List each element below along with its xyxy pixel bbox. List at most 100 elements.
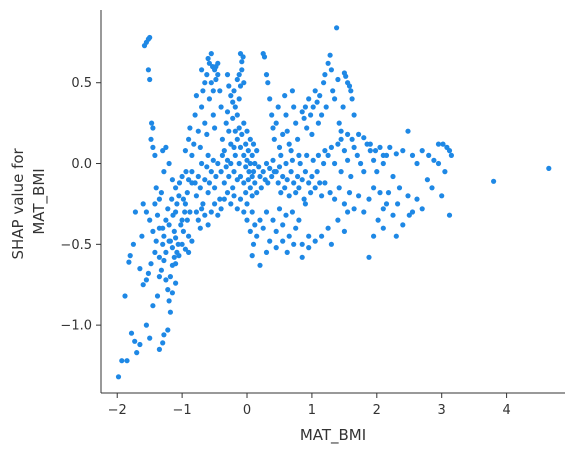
data-point-166 <box>218 169 224 175</box>
data-point-94 <box>169 245 175 251</box>
data-point-273 <box>306 233 312 239</box>
data-point-204 <box>237 83 244 89</box>
data-point-454 <box>383 201 390 207</box>
data-point-429 <box>414 160 420 167</box>
data-point-376 <box>322 148 328 154</box>
data-point-202 <box>234 112 240 118</box>
data-point-162 <box>212 185 218 191</box>
data-point-129 <box>218 104 224 110</box>
data-point-14 <box>169 290 175 296</box>
data-point-368 <box>309 173 315 180</box>
data-point-280 <box>291 241 297 247</box>
data-point-373 <box>317 180 323 186</box>
data-point-189 <box>221 196 227 202</box>
data-point-261 <box>267 238 273 244</box>
data-point-138 <box>205 55 211 62</box>
data-point-268 <box>289 209 295 215</box>
data-point-109 <box>186 136 192 142</box>
data-point-147 <box>210 88 216 94</box>
data-point-357 <box>291 180 297 186</box>
data-point-157 <box>204 164 210 170</box>
data-point-239 <box>252 180 258 186</box>
data-point-9 <box>156 346 162 352</box>
data-point-200 <box>231 88 237 94</box>
data-point-86 <box>179 173 185 180</box>
data-point-38 <box>171 254 177 260</box>
data-point-16 <box>122 293 128 299</box>
data-point-222 <box>249 152 255 158</box>
x-tick-label-2: 0 <box>243 403 251 418</box>
data-point-255 <box>250 241 257 247</box>
data-point-346 <box>273 169 279 175</box>
data-point-386 <box>354 152 360 158</box>
data-point-362 <box>299 177 305 183</box>
data-point-438 <box>442 169 448 175</box>
data-point-185 <box>208 209 214 215</box>
data-point-271 <box>299 241 305 247</box>
data-point-217 <box>241 120 247 126</box>
data-point-203 <box>236 96 242 102</box>
data-point-152 <box>195 173 201 180</box>
data-point-65 <box>186 233 192 239</box>
data-point-44 <box>147 34 153 41</box>
data-point-249 <box>269 173 275 180</box>
data-point-246 <box>263 160 270 167</box>
data-point-140 <box>208 51 214 57</box>
data-point-413 <box>405 193 411 199</box>
data-point-225 <box>254 148 260 154</box>
data-point-101 <box>160 241 166 247</box>
data-point-433 <box>435 141 442 147</box>
data-point-35 <box>166 298 172 304</box>
data-point-304 <box>283 112 289 118</box>
x-tick-label-4: 2 <box>373 403 381 418</box>
data-point-96 <box>176 253 182 259</box>
data-point-118 <box>200 88 206 94</box>
data-point-148 <box>199 67 205 73</box>
data-point-385 <box>351 144 357 150</box>
data-point-88 <box>182 209 188 215</box>
data-point-100 <box>189 238 195 244</box>
data-point-253 <box>247 228 253 234</box>
data-point-62 <box>180 228 186 234</box>
data-point-427 <box>405 128 411 134</box>
data-point-30 <box>156 274 162 280</box>
data-point-299 <box>275 104 281 110</box>
data-point-205 <box>239 67 245 73</box>
data-point-281 <box>299 254 305 260</box>
data-point-164 <box>215 160 221 167</box>
data-point-396 <box>322 180 328 186</box>
data-point-85 <box>178 222 184 228</box>
y-axis-label: SHAP value for MAT_BMI <box>9 143 49 259</box>
data-point-369 <box>310 157 316 163</box>
data-point-19 <box>130 241 136 247</box>
y-axis-ticks: −1.0 −0.5 0.0 0.5 <box>60 76 101 334</box>
data-point-84 <box>176 180 183 186</box>
data-point-412 <box>400 222 406 228</box>
data-point-159 <box>206 180 212 186</box>
data-point-378 <box>328 144 334 150</box>
data-point-303 <box>282 93 288 99</box>
data-point-18 <box>127 253 133 259</box>
data-point-236 <box>247 185 253 191</box>
data-point-223 <box>250 141 257 147</box>
data-point-196 <box>224 72 231 78</box>
x-axis-label: MAT_BMI <box>300 426 366 445</box>
data-point-182 <box>199 206 205 212</box>
data-point-215 <box>237 144 244 150</box>
data-point-270 <box>296 217 302 223</box>
data-point-383 <box>345 157 351 163</box>
data-point-387 <box>358 160 364 167</box>
data-point-382 <box>341 148 347 154</box>
data-point-213 <box>234 136 240 142</box>
data-point-78 <box>169 196 175 202</box>
y-axis-label-line-2: MAT_BMI <box>30 168 49 234</box>
data-point-416 <box>338 136 344 142</box>
data-point-125 <box>212 125 218 131</box>
data-point-432 <box>431 157 437 163</box>
data-point-122 <box>206 96 212 102</box>
data-point-127 <box>215 72 221 78</box>
data-point-113 <box>192 112 198 118</box>
data-point-324 <box>317 93 323 99</box>
data-point-311 <box>295 136 301 142</box>
data-point-57 <box>166 160 172 167</box>
